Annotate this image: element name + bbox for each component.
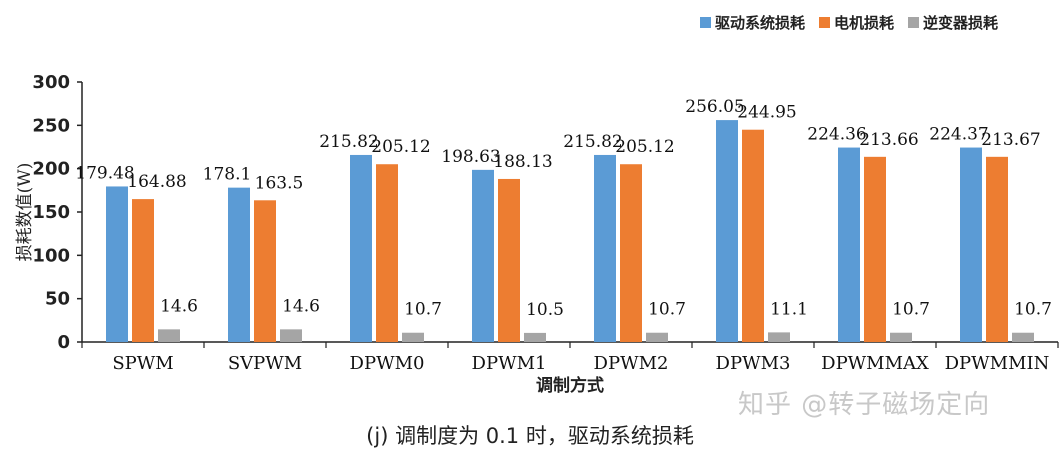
data-label: 224.36 bbox=[807, 125, 866, 145]
x-tick-label: DPWMMIN bbox=[945, 353, 1050, 374]
bar-system-loss bbox=[960, 147, 982, 342]
watermark: 知乎 @转子磁场定向 bbox=[738, 390, 991, 420]
data-label: 178.1 bbox=[203, 165, 252, 185]
legend-label-motor-loss: 电机损耗 bbox=[834, 14, 895, 32]
bar-system-loss bbox=[716, 120, 738, 342]
y-tick-label: 200 bbox=[32, 159, 70, 180]
data-label: 198.63 bbox=[441, 147, 500, 167]
legend: 驱动系统损耗 电机损耗 逆变器损耗 bbox=[700, 12, 1056, 33]
data-label: 213.66 bbox=[859, 130, 918, 150]
x-tick-label: DPWM1 bbox=[472, 353, 547, 374]
bar-system-loss bbox=[228, 187, 250, 342]
legend-swatch-system-loss bbox=[700, 17, 711, 28]
y-tick-label: 50 bbox=[45, 289, 70, 310]
x-tick-label: DPWM0 bbox=[350, 353, 425, 374]
bar-inverter-loss bbox=[280, 329, 302, 342]
legend-item-inverter-loss: 逆变器损耗 bbox=[908, 12, 998, 33]
bar-system-loss bbox=[350, 154, 372, 342]
legend-item-system-loss: 驱动系统损耗 bbox=[700, 12, 805, 33]
data-label: 213.67 bbox=[981, 130, 1040, 150]
data-label: 10.7 bbox=[1014, 300, 1052, 320]
bar-system-loss bbox=[106, 186, 128, 342]
x-tick-label: SVPWM bbox=[228, 353, 302, 374]
bar-motor-loss bbox=[132, 199, 154, 342]
data-label: 10.7 bbox=[404, 300, 442, 320]
y-tick-label: 300 bbox=[32, 72, 70, 93]
data-label: 215.82 bbox=[563, 132, 622, 152]
bar-inverter-loss bbox=[1012, 332, 1034, 342]
legend-item-motor-loss: 电机损耗 bbox=[819, 12, 894, 33]
data-label: 164.88 bbox=[127, 172, 186, 192]
data-label: 179.48 bbox=[75, 163, 134, 183]
data-label: 256.05 bbox=[685, 97, 744, 117]
bar-inverter-loss bbox=[646, 332, 668, 342]
data-label: 10.5 bbox=[526, 300, 564, 320]
legend-label-inverter-loss: 逆变器损耗 bbox=[923, 14, 999, 32]
data-label: 244.95 bbox=[737, 103, 796, 123]
y-tick-label: 150 bbox=[32, 202, 70, 223]
bar-motor-loss bbox=[620, 164, 642, 342]
data-label: 188.13 bbox=[493, 152, 552, 172]
legend-swatch-motor-loss bbox=[819, 17, 831, 28]
data-label: 163.5 bbox=[255, 173, 304, 193]
bar-motor-loss bbox=[376, 164, 398, 342]
bar-inverter-loss bbox=[158, 329, 180, 342]
bar-motor-loss bbox=[742, 129, 764, 342]
bar-motor-loss bbox=[254, 200, 276, 342]
data-label: 11.1 bbox=[770, 299, 808, 319]
y-tick-label: 0 bbox=[57, 332, 70, 353]
y-tick-label: 250 bbox=[32, 115, 70, 136]
y-axis-title: 损耗数值(W) bbox=[15, 163, 35, 262]
bar-motor-loss bbox=[864, 156, 886, 342]
bar-inverter-loss bbox=[768, 332, 790, 342]
bar-motor-loss bbox=[498, 178, 520, 342]
data-label: 224.37 bbox=[929, 125, 988, 145]
bar-system-loss bbox=[838, 147, 860, 342]
bar-inverter-loss bbox=[524, 332, 546, 342]
legend-swatch-inverter-loss bbox=[908, 17, 920, 28]
x-tick-label: DPWMMAX bbox=[821, 353, 929, 374]
bar-inverter-loss bbox=[402, 332, 424, 342]
data-label: 205.12 bbox=[615, 137, 674, 157]
figure-caption: (j) 调制度为 0.1 时，驱动系统损耗 bbox=[366, 424, 694, 448]
data-label: 10.7 bbox=[648, 300, 686, 320]
data-label: 215.82 bbox=[319, 132, 378, 152]
data-label: 10.7 bbox=[892, 300, 930, 320]
x-axis-title: 调制方式 bbox=[536, 375, 604, 396]
x-tick-label: SPWM bbox=[112, 353, 173, 374]
data-label: 205.12 bbox=[371, 137, 430, 157]
legend-label-system-loss: 驱动系统损耗 bbox=[715, 14, 806, 32]
data-label: 14.6 bbox=[282, 296, 320, 316]
x-tick-label: DPWM2 bbox=[594, 353, 669, 374]
bar-inverter-loss bbox=[890, 332, 912, 342]
bar-motor-loss bbox=[986, 156, 1008, 342]
x-tick-label: DPWM3 bbox=[716, 353, 791, 374]
y-tick-label: 100 bbox=[32, 245, 70, 266]
data-label: 14.6 bbox=[160, 296, 198, 316]
bar-system-loss bbox=[594, 154, 616, 342]
bar-system-loss bbox=[472, 169, 494, 342]
